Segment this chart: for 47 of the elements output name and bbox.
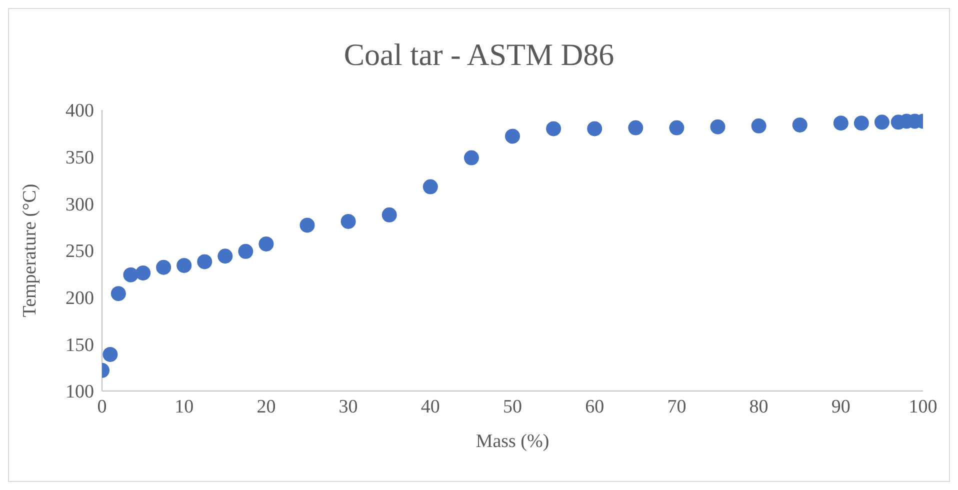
y-tick-label: 250	[66, 241, 94, 262]
y-axis-title: Temperature (°C)	[20, 184, 41, 318]
point	[123, 267, 138, 282]
point	[710, 119, 726, 134]
x-tick-label: 30	[338, 396, 358, 418]
x-tick-label: 0	[97, 396, 107, 418]
x-tick-label: 50	[503, 396, 522, 418]
point	[300, 218, 315, 233]
y-tick-label: 350	[66, 148, 94, 169]
point	[587, 121, 602, 136]
x-tick-label: 70	[667, 396, 686, 418]
x-tick-label: 20	[256, 396, 276, 418]
point	[628, 120, 644, 136]
point	[110, 286, 126, 302]
point	[464, 150, 479, 166]
point	[854, 116, 869, 131]
y-tick-label: 100	[66, 382, 94, 403]
x-axis-title: Mass (%)	[476, 431, 550, 452]
y-tick-label: 150	[66, 334, 94, 356]
point	[197, 254, 212, 270]
x-tick-label: 80	[749, 396, 768, 418]
y-tick-label: 300	[66, 194, 94, 216]
x-tick-label: 90	[831, 396, 850, 418]
point	[833, 116, 848, 131]
point	[422, 179, 438, 194]
point	[218, 248, 233, 264]
x-tick-label: 60	[585, 396, 604, 418]
point	[136, 265, 151, 280]
point	[258, 236, 274, 252]
point	[669, 120, 684, 136]
point	[874, 114, 890, 130]
point	[238, 244, 254, 259]
point	[792, 117, 808, 132]
point	[340, 214, 356, 229]
y-tick-label: 200	[66, 288, 94, 310]
point	[505, 128, 520, 144]
point	[382, 207, 397, 222]
x-tick-label: 100	[908, 396, 938, 418]
point	[546, 121, 562, 136]
x-tick-label: 40	[420, 396, 440, 418]
x-tick-label: 10	[174, 396, 194, 418]
point	[102, 346, 118, 362]
point	[176, 258, 192, 273]
y-tick-label: 400	[66, 100, 94, 122]
point	[156, 260, 172, 275]
chart-title: Coal tar - ASTM D86	[342, 37, 616, 73]
point	[751, 118, 766, 134]
